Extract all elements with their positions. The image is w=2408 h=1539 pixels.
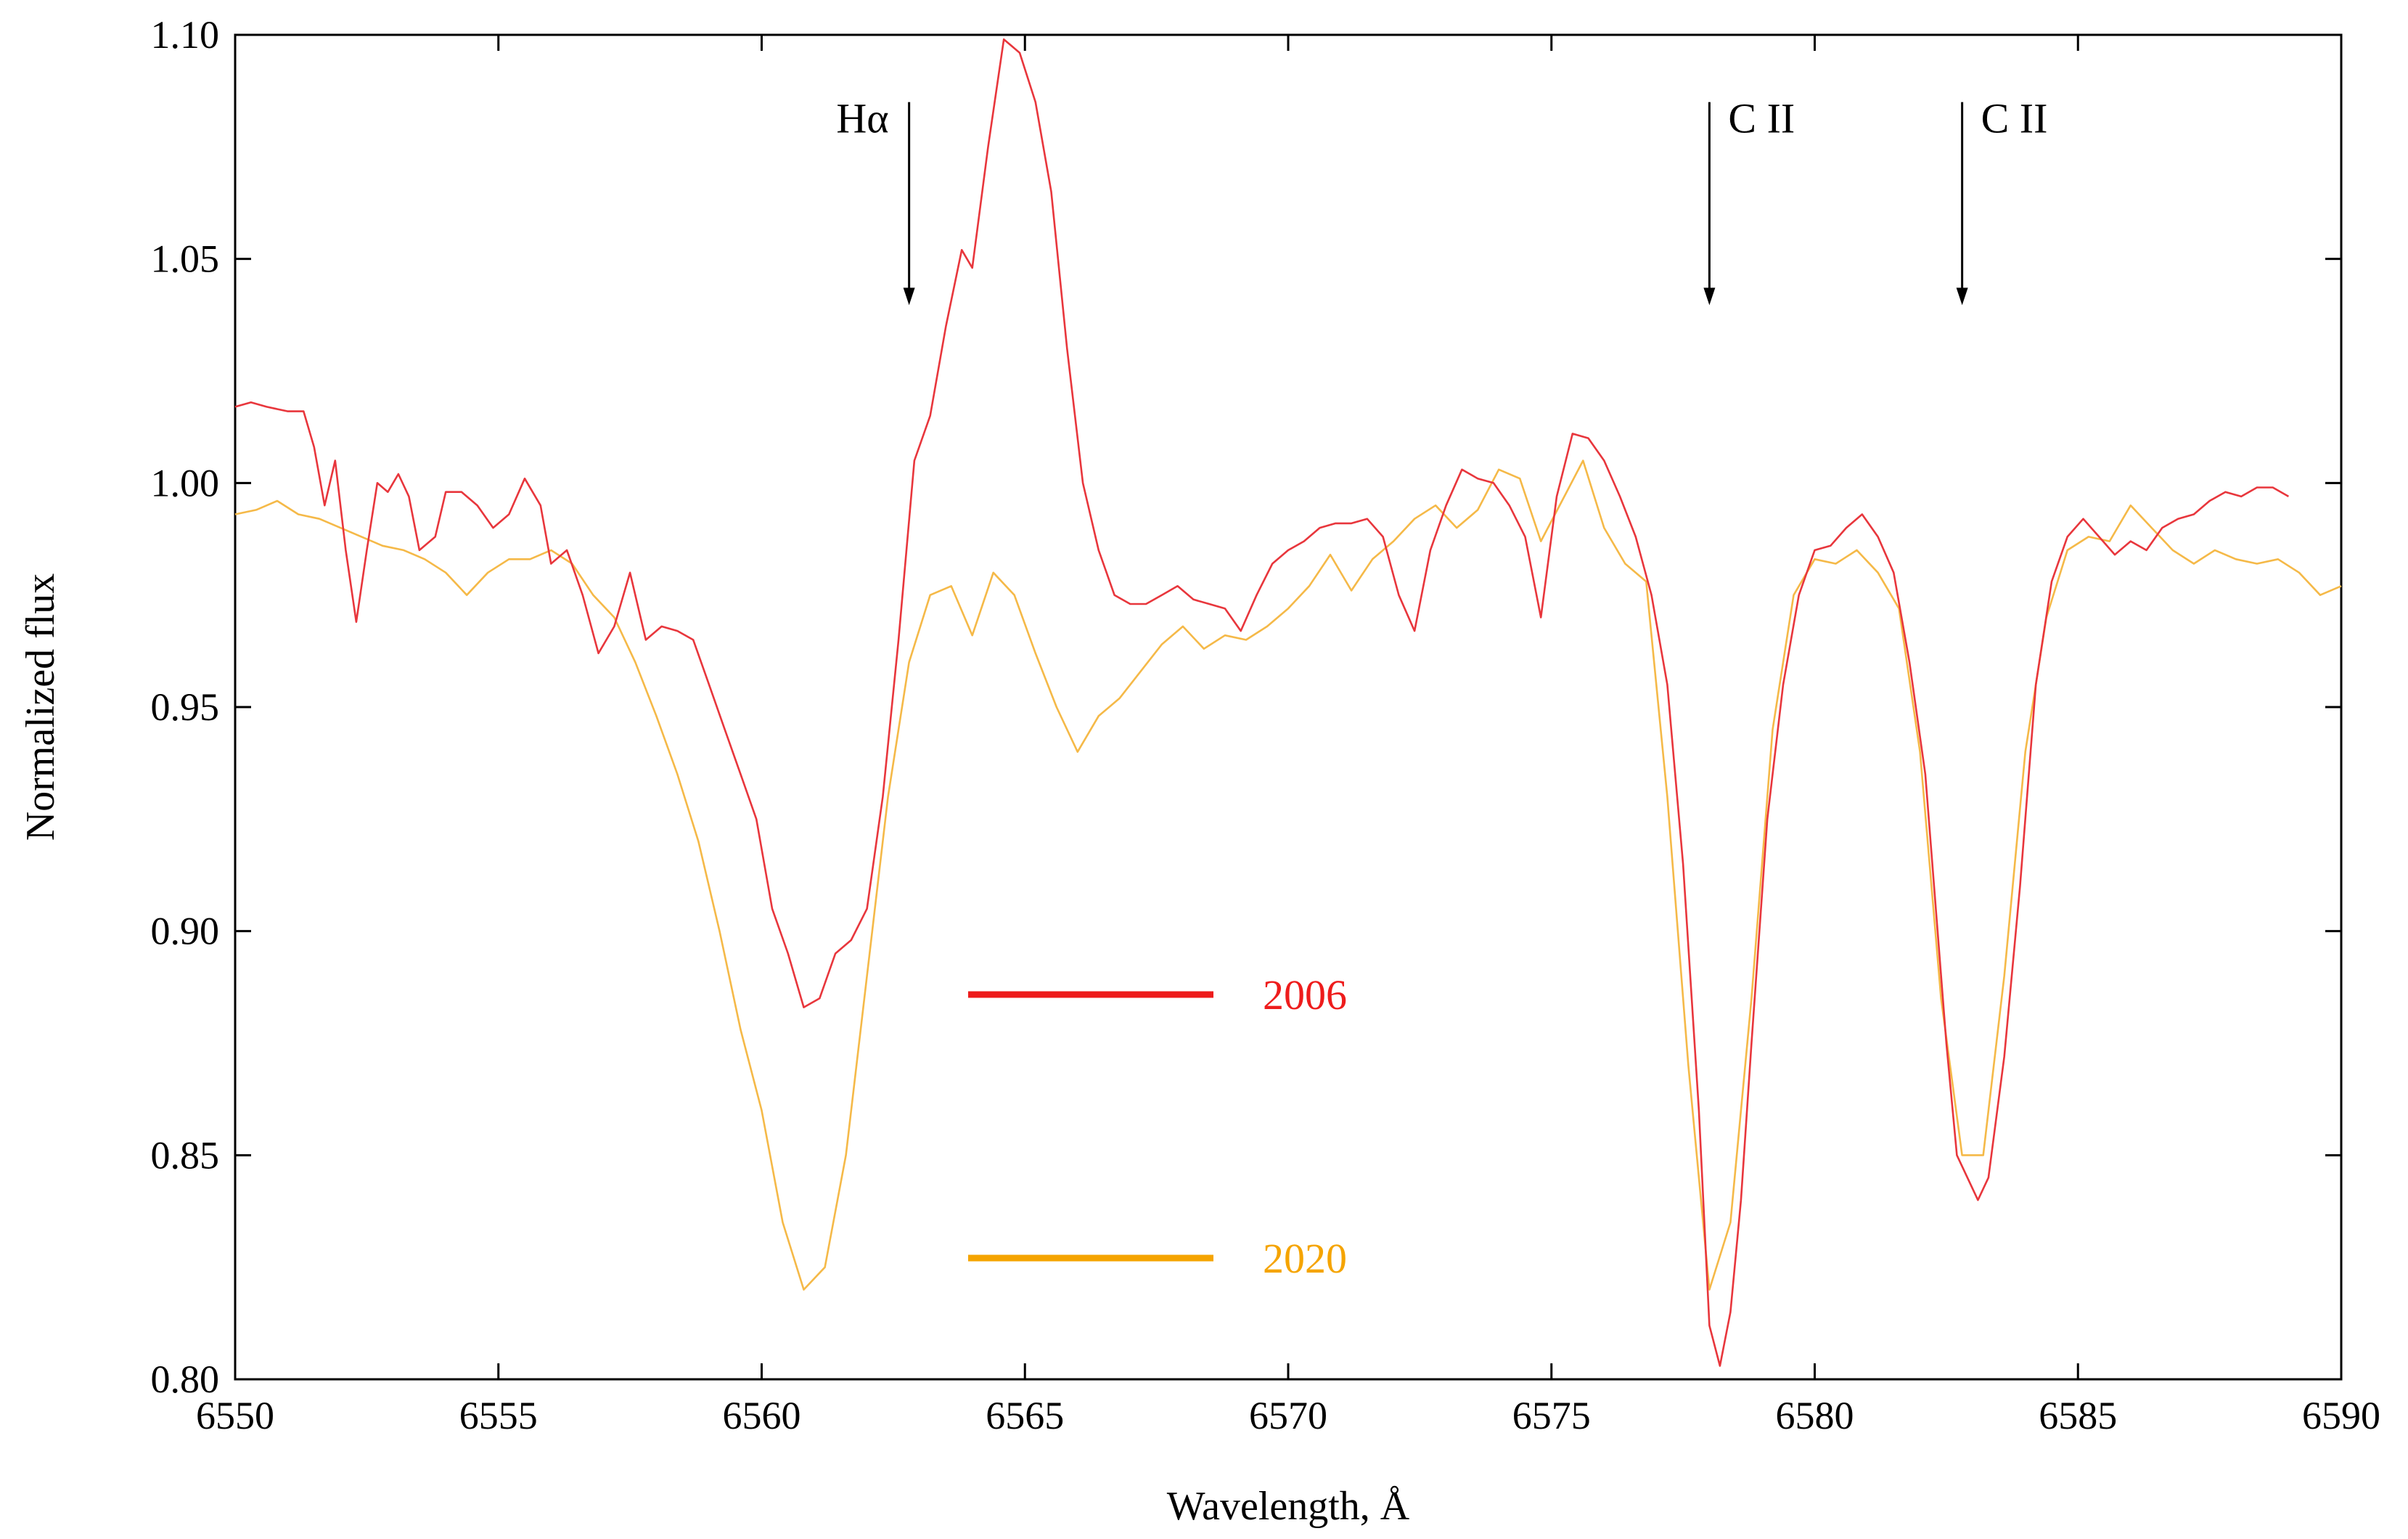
plot-area-frame — [234, 33, 2343, 1381]
x-tick-label: 6590 — [2302, 1394, 2380, 1437]
x-tick-label: 6580 — [1776, 1394, 1854, 1437]
y-tick-label: 0.95 — [151, 685, 220, 729]
y-tick-label: 0.80 — [151, 1358, 220, 1401]
y-axis-ticks: 0.80 0.85 0.90 0.95 1.00 1.05 1.10 — [151, 13, 2341, 1401]
legend-label-2020: 2020 — [1263, 1235, 1347, 1282]
legend-label-2006: 2006 — [1263, 971, 1347, 1018]
x-axis-label: Wavelength, Å — [1167, 1484, 1410, 1529]
series-line-2006 — [234, 38, 2290, 1367]
y-axis-label: Normalized flux — [18, 573, 63, 841]
y-tick-label: 0.85 — [151, 1133, 220, 1177]
y-tick-label: 1.00 — [151, 461, 220, 505]
x-tick-label: 6585 — [2039, 1394, 2117, 1437]
x-axis-ticks: 6550 6555 6560 6565 6570 6575 6580 6585 6590 — [196, 35, 2380, 1437]
annotation-arrow-head — [903, 287, 915, 306]
x-tick-label: 6575 — [1512, 1394, 1591, 1437]
y-tick-label: 1.05 — [151, 237, 220, 281]
x-tick-label: 6560 — [723, 1394, 801, 1437]
series-line-2020 — [234, 460, 2342, 1291]
y-tick-label: 1.10 — [151, 13, 220, 57]
legend: 2006 2020 — [968, 971, 1347, 1282]
series-layer — [234, 38, 2342, 1367]
line-annotations: Hα C II C II — [836, 95, 2047, 306]
x-tick-label: 6555 — [459, 1394, 538, 1437]
annotation-arrow-head — [1956, 287, 1968, 306]
annotation-label: C II — [1981, 95, 2048, 142]
annotation-arrow-head — [1703, 287, 1716, 306]
y-tick-label: 0.90 — [151, 910, 220, 953]
annotation-label: C II — [1728, 95, 1795, 142]
annotation-label: Hα — [836, 95, 888, 142]
x-tick-label: 6570 — [1249, 1394, 1327, 1437]
x-tick-label: 6550 — [196, 1394, 274, 1437]
x-tick-label: 6565 — [986, 1394, 1064, 1437]
